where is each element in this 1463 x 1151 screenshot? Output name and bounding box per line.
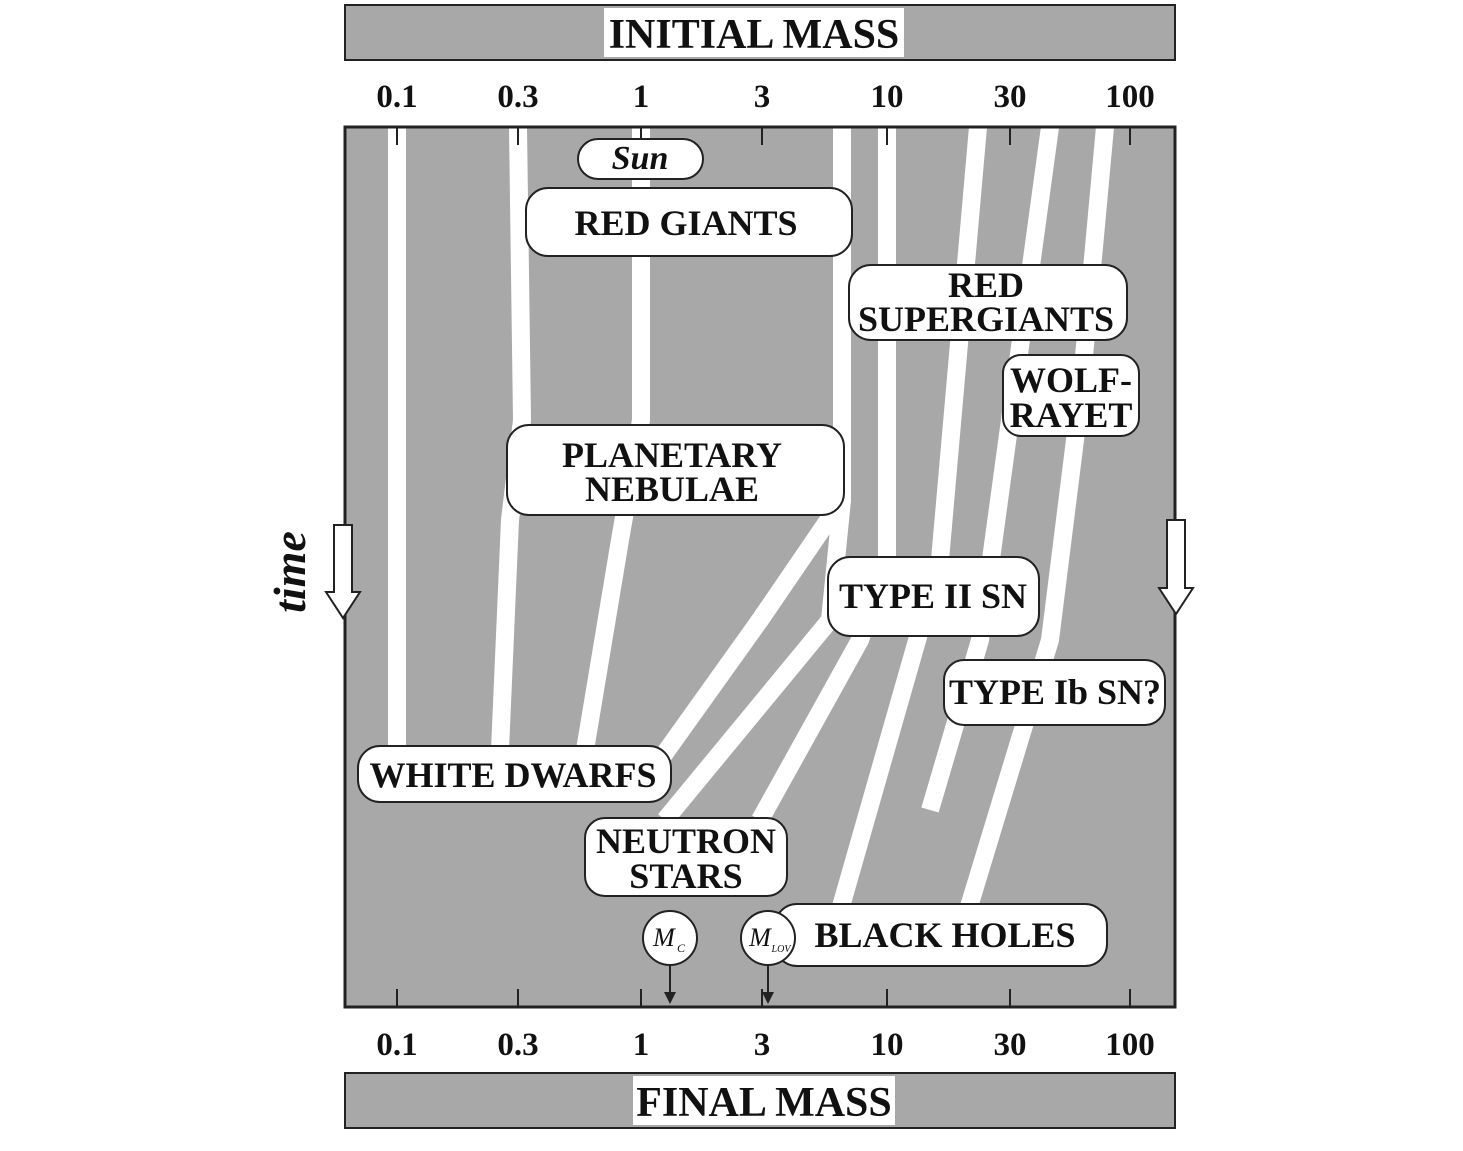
top-tick-label: 10	[871, 79, 904, 115]
final-mass-title: FINAL MASS	[636, 1080, 892, 1126]
bottom-tick-label: 0.1	[376, 1027, 417, 1063]
type-ii-sn-label: TYPE II SN	[839, 576, 1027, 616]
planetary-nebulae-label-line2: NEBULAE	[585, 469, 759, 509]
chandrasekhar-subscript: C	[677, 941, 686, 955]
white-dwarfs-box: WHITE DWARFS	[357, 745, 672, 803]
black-holes-label: BLACK HOLES	[814, 915, 1075, 955]
bottom-tick-label: 10	[871, 1027, 904, 1063]
chandrasekhar-marker: M C	[642, 910, 698, 1004]
chandrasekhar-symbol: M	[652, 923, 676, 952]
panel-ticks	[396, 127, 1131, 1007]
oppenheimer-volkoff-marker: M LOV	[740, 910, 796, 1004]
top-tick-label: 30	[994, 79, 1027, 115]
time-arrow-right-icon	[1157, 519, 1195, 616]
planetary-nebulae-label-line1: PLANETARY	[562, 435, 782, 475]
white-dwarfs-label: WHITE DWARFS	[369, 755, 656, 795]
planetary-nebulae-box: PLANETARY NEBULAE	[506, 424, 845, 516]
track-6	[652, 127, 851, 766]
neutron-stars-label-line2: STARS	[629, 856, 742, 896]
red-supergiants-box: RED SUPERGIANTS	[848, 264, 1128, 341]
top-tick-label: 3	[754, 79, 771, 115]
red-supergiants-label-line1: RED	[948, 265, 1024, 305]
red-giants-label: RED GIANTS	[574, 203, 797, 243]
track-60	[959, 126, 1114, 913]
top-tick-label: 0.3	[497, 79, 538, 115]
type-ii-sn-box: TYPE II SN	[827, 556, 1040, 637]
final-mass-footer: FINAL MASS	[344, 1072, 1176, 1129]
sun-box: Sun	[577, 138, 704, 180]
red-giants-box: RED GIANTS	[525, 187, 853, 257]
type-ib-sn-box: TYPE Ib SN?	[943, 659, 1166, 726]
wolf-rayet-label-line1: WOLF-	[1010, 360, 1132, 400]
time-label: time	[264, 531, 315, 613]
oppenheimer-volkoff-subscript: LOV	[771, 944, 793, 955]
bottom-tick-label: 3	[754, 1027, 771, 1063]
neutron-stars-box: NEUTRON STARS	[584, 817, 788, 897]
wolf-rayet-label-line2: RAYET	[1010, 395, 1133, 435]
bottom-tick-label: 0.3	[497, 1027, 538, 1063]
bottom-axis-labels: 0.1 0.3 1 3 10 30 100	[376, 1027, 1154, 1063]
bottom-tick-label: 30	[994, 1027, 1027, 1063]
red-supergiants-label-line2: SUPERGIANTS	[858, 299, 1114, 339]
oppenheimer-volkoff-symbol: M	[748, 923, 772, 952]
top-tick-label: 0.1	[376, 79, 417, 115]
wolf-rayet-box: WOLF- RAYET	[1002, 354, 1140, 437]
initial-mass-title: INITIAL MASS	[609, 12, 900, 58]
black-holes-box: BLACK HOLES	[774, 903, 1108, 967]
time-arrow-left-icon	[324, 524, 362, 620]
bottom-tick-label: 1	[633, 1027, 650, 1063]
initial-mass-header: INITIAL MASS	[344, 4, 1176, 61]
top-tick-label: 100	[1105, 79, 1155, 115]
top-axis-labels: 0.1 0.3 1 3 10 30 100	[376, 79, 1154, 115]
sun-label: Sun	[612, 140, 669, 177]
type-ib-sn-label: TYPE Ib SN?	[949, 672, 1161, 712]
neutron-stars-label-line1: NEUTRON	[596, 821, 776, 861]
top-tick-label: 1	[633, 79, 650, 115]
bottom-tick-label: 100	[1105, 1027, 1155, 1063]
